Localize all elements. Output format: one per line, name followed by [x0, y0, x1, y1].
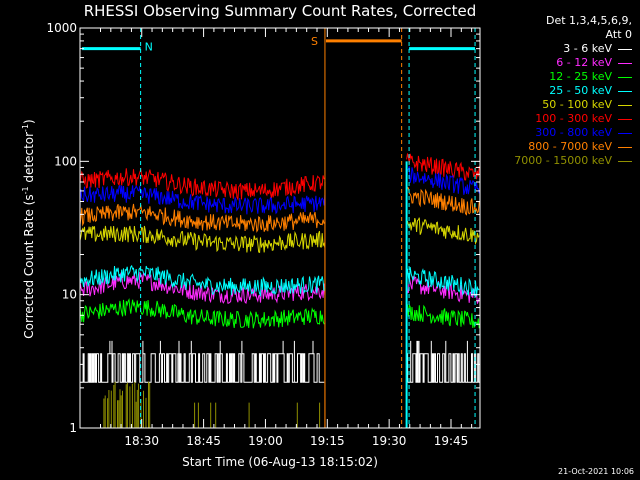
legend-swatch [618, 76, 632, 78]
legend-entry: 3 - 6 keV [462, 42, 632, 56]
y-label-part-3: ) [22, 119, 36, 124]
legend-entry-label: 12 - 25 keV [549, 70, 612, 83]
series-layer [80, 153, 480, 428]
series-line-3-2 [406, 267, 480, 297]
legend-entry-label: 25 - 50 keV [549, 84, 612, 97]
series-line-2-1 [80, 298, 326, 329]
legend-entry: 800 - 7000 keV [462, 140, 632, 154]
legend-entry: 300 - 800 keV [462, 126, 632, 140]
y-label-sup-1: -1 [21, 186, 30, 194]
x-tick-label: 19:15 [310, 434, 345, 448]
series-line-6-1 [80, 184, 326, 215]
series-line-4-2 [406, 217, 480, 246]
y-tick-label: 1000 [46, 21, 77, 35]
legend-swatch [618, 146, 632, 148]
legend-attenuator: Att 0 [605, 28, 632, 41]
series-line-5-1 [80, 167, 325, 202]
legend-entry: 25 - 50 keV [462, 84, 632, 98]
series-line-7000-15000-keV [103, 381, 321, 428]
legend-entry-label: 300 - 800 keV [535, 126, 612, 139]
legend-swatch [618, 118, 632, 120]
legend-entry-label: 100 - 300 keV [535, 112, 612, 125]
legend-entry-label: 3 - 6 keV [563, 42, 612, 55]
y-tick-label: 10 [62, 288, 77, 302]
y-tick-label: 1 [69, 421, 77, 435]
series-line-4-1 [80, 225, 326, 254]
series-line-2-2 [406, 303, 480, 329]
legend-entry-label: 800 - 7000 keV [528, 140, 612, 153]
legend-swatch [618, 104, 632, 106]
x-tick-label: 18:30 [124, 434, 159, 448]
legend-swatch [618, 62, 632, 64]
axis-layer: 1 10 100 1000 18:30 18:45 19:00 19:15 19:30 19:45 [46, 21, 481, 448]
legend-swatch [618, 90, 632, 92]
night-label: N [145, 41, 153, 54]
series-line-7-2 [406, 186, 480, 216]
x-tick-label: 19:00 [248, 434, 283, 448]
legend-entry-label: 6 - 12 keV [556, 56, 612, 69]
series-line-3-6-keV-1 [80, 340, 325, 383]
chart-title: RHESSI Observing Summary Count Rates, Co… [84, 2, 477, 20]
plot-frame [79, 27, 481, 429]
y-label-part-2: detector [22, 132, 36, 187]
series-line-5-2 [406, 153, 480, 181]
legend: Det 1,3,4,5,6,9, Att 0 3 - 6 keV 6 - 12 k… [462, 14, 632, 168]
legend-entry: 100 - 300 keV [462, 112, 632, 126]
legend-entry: 6 - 12 keV [462, 56, 632, 70]
series-line-1-1 [80, 271, 326, 304]
legend-entry-label: 50 - 100 keV [542, 98, 612, 111]
legend-swatch [618, 132, 632, 134]
series-line-6-2 [406, 165, 480, 195]
y-label-sup-2: -1 [21, 124, 30, 132]
x-tick-label: 18:45 [186, 434, 221, 448]
x-tick-label: 19:30 [372, 434, 407, 448]
y-axis-label: Corrected Count Rate (s-1 detector-1) [21, 119, 36, 338]
legend-swatch [618, 160, 632, 162]
x-axis-label: Start Time (06-Aug-13 18:15:02) [182, 455, 378, 469]
legend-entry: 12 - 25 keV [462, 70, 632, 84]
series-line-3-6-keV-2 [406, 340, 480, 383]
legend-entry: 50 - 100 keV [462, 98, 632, 112]
x-tick-label: 19:45 [434, 434, 469, 448]
series-line-3-1 [80, 264, 326, 298]
y-label-part-1: Corrected Count Rate (s [22, 194, 36, 338]
legend-swatch [618, 48, 632, 50]
legend-detectors: Det 1,3,4,5,6,9, [545, 14, 632, 27]
legend-entry: 7000 - 15000 keV [462, 154, 632, 168]
legend-entries: 3 - 6 keV 6 - 12 keV 12 - 25 keV 25 - 50 ke… [462, 42, 632, 168]
series-line-7-1 [80, 203, 326, 233]
saa-label: S [311, 35, 318, 48]
timestamp: 21-Oct-2021 10:06 [558, 467, 634, 476]
y-tick-label: 100 [54, 154, 77, 168]
legend-entry-label: 7000 - 15000 keV [514, 154, 612, 167]
